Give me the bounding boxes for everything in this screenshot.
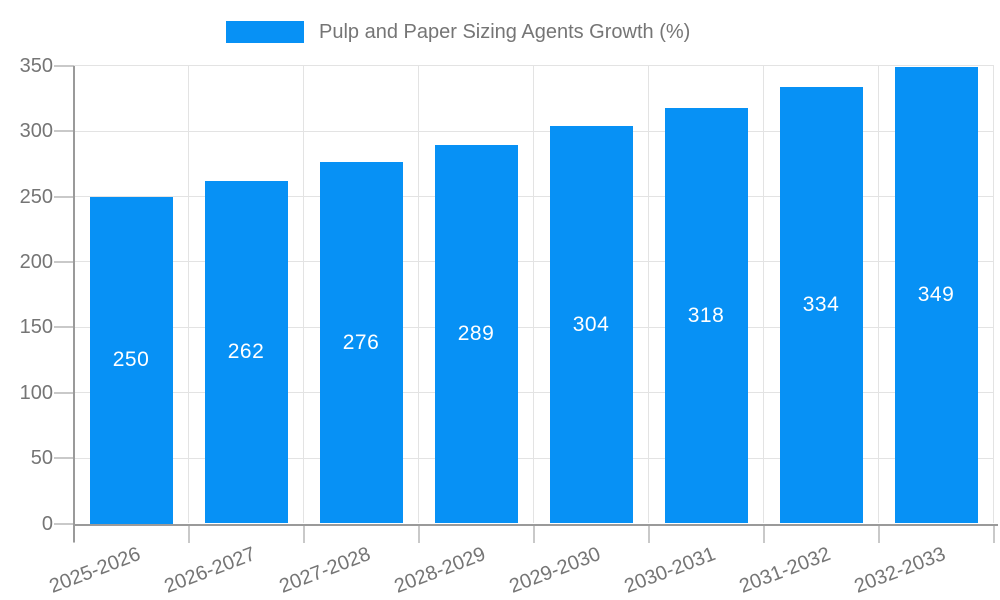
bar-value-label: 349 bbox=[917, 283, 955, 307]
y-axis-label: 200 bbox=[19, 250, 53, 273]
x-axis-tick bbox=[302, 523, 305, 543]
bar[interactable]: 250 bbox=[89, 196, 173, 524]
x-axis-tick bbox=[647, 523, 650, 543]
bar-value-label: 250 bbox=[112, 348, 150, 371]
bar[interactable]: 304 bbox=[549, 125, 633, 524]
y-axis-tick bbox=[54, 130, 74, 133]
bar-value-label: 276 bbox=[342, 330, 380, 354]
legend-label: Pulp and Paper Sizing Agents Growth (%) bbox=[319, 21, 691, 43]
bar-value-label: 318 bbox=[687, 303, 725, 327]
x-axis-tick bbox=[992, 523, 995, 543]
bar[interactable]: 289 bbox=[434, 145, 518, 524]
y-axis-tick bbox=[54, 195, 74, 198]
x-axis-tick bbox=[187, 523, 190, 543]
legend[interactable]: Pulp and Paper Sizing Agents Growth (%) bbox=[0, 0, 1000, 50]
y-axis-line bbox=[72, 65, 75, 543]
bar[interactable]: 262 bbox=[204, 180, 288, 524]
y-axis-tick bbox=[54, 457, 74, 460]
x-axis-tick bbox=[532, 523, 535, 543]
x-gridline bbox=[763, 65, 764, 524]
bar-value-label: 262 bbox=[227, 340, 265, 364]
legend-swatch bbox=[226, 21, 304, 43]
x-axis-tick bbox=[877, 523, 880, 543]
x-axis-label-text: 2032-2033 bbox=[851, 543, 949, 598]
x-axis-tick bbox=[762, 523, 765, 543]
y-axis-tick bbox=[54, 260, 74, 263]
y-axis-label: 50 bbox=[30, 447, 53, 470]
bar-value-label: 334 bbox=[802, 293, 840, 317]
y-axis-tick bbox=[54, 326, 74, 329]
y-axis-label: 350 bbox=[19, 54, 53, 77]
y-axis-label: 100 bbox=[19, 381, 53, 404]
y-axis-label: 150 bbox=[19, 316, 53, 339]
x-axis-label-text: 2031-2032 bbox=[736, 543, 834, 598]
x-axis-label-text: 2026-2027 bbox=[161, 543, 259, 598]
y-axis-label: 0 bbox=[41, 512, 53, 535]
x-gridline bbox=[878, 65, 879, 524]
y-axis-label: 300 bbox=[19, 120, 53, 143]
bar[interactable]: 276 bbox=[319, 162, 403, 524]
x-axis-label-text: 2029-2030 bbox=[506, 543, 604, 598]
x-gridline bbox=[648, 65, 649, 524]
x-axis-label-text: 2030-2031 bbox=[621, 543, 719, 598]
x-gridline bbox=[188, 65, 189, 524]
x-axis-label-text: 2028-2029 bbox=[391, 543, 489, 598]
x-axis-tick bbox=[417, 523, 420, 543]
bar-value-label: 289 bbox=[457, 322, 495, 346]
bar[interactable]: 334 bbox=[779, 86, 863, 524]
y-axis-tick bbox=[54, 64, 74, 67]
bar[interactable]: 318 bbox=[664, 107, 748, 524]
x-axis-label-text: 2027-2028 bbox=[276, 543, 374, 598]
x-gridline bbox=[418, 65, 419, 524]
x-gridline bbox=[303, 65, 304, 524]
x-gridline bbox=[533, 65, 534, 524]
y-axis-tick bbox=[54, 391, 74, 394]
x-axis-label-text: 2025-2026 bbox=[46, 543, 144, 598]
y-axis-label: 250 bbox=[19, 185, 53, 208]
y-axis-tick bbox=[54, 522, 74, 525]
x-axis-line bbox=[72, 523, 998, 526]
bar-value-label: 304 bbox=[572, 312, 610, 336]
x-gridline bbox=[993, 65, 994, 524]
bar[interactable]: 349 bbox=[894, 67, 978, 524]
